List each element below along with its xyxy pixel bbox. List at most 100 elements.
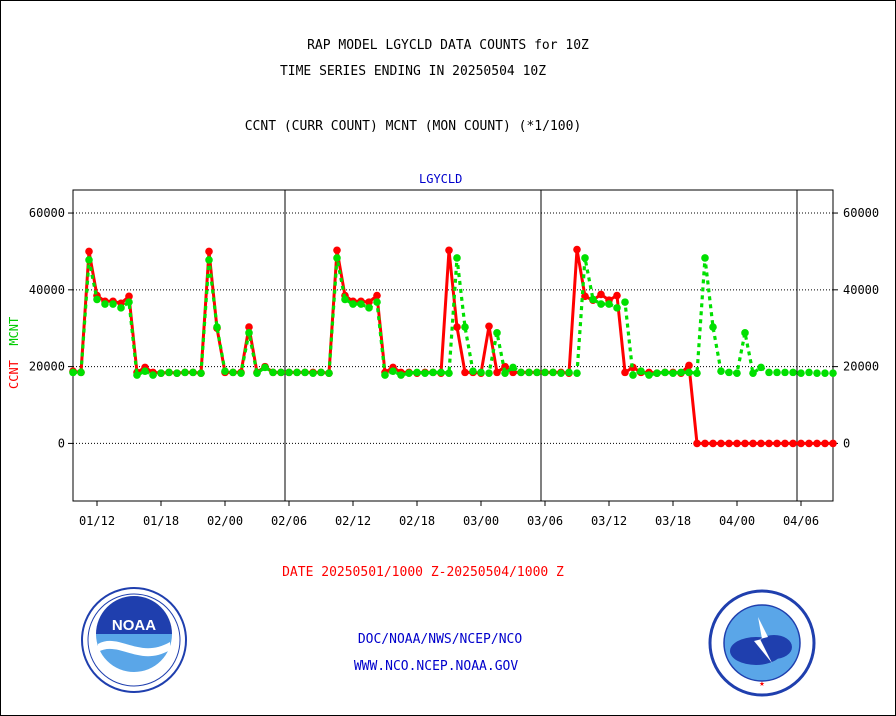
data-point-ccnt (765, 439, 773, 448)
data-point-ccnt (205, 247, 213, 256)
data-point-mcnt (813, 369, 821, 377)
data-point-mcnt (237, 369, 245, 377)
data-point-mcnt (69, 368, 77, 377)
data-point-mcnt (749, 369, 757, 377)
data-point-mcnt (797, 369, 805, 377)
x-tick-label: 02/12 (335, 514, 371, 528)
y-tick-label: 0 (58, 436, 65, 450)
x-tick-label: 02/00 (207, 514, 243, 528)
data-point-mcnt (677, 368, 685, 377)
data-point-mcnt (149, 371, 157, 379)
data-point-mcnt (245, 329, 253, 337)
data-point-mcnt (477, 368, 485, 377)
data-point-ccnt (781, 439, 789, 448)
data-point-mcnt (429, 368, 437, 377)
data-point-mcnt (709, 323, 717, 331)
data-point-ccnt (85, 247, 93, 256)
data-point-mcnt (717, 367, 725, 376)
data-point-ccnt (733, 439, 741, 448)
data-point-mcnt (597, 300, 605, 308)
data-point-mcnt (629, 371, 637, 379)
data-point-mcnt (445, 369, 453, 377)
data-point-ccnt (245, 323, 253, 331)
data-point-mcnt (205, 256, 213, 264)
data-point-mcnt (589, 295, 597, 304)
data-point-mcnt (189, 368, 197, 377)
doc-link[interactable]: DOC/NOAA/NWS/NCEP/NCO (357, 632, 523, 647)
data-point-mcnt (565, 368, 573, 377)
x-tick-label: 04/00 (719, 514, 755, 528)
date-range-label: DATE 20250501/1000 Z-20250504/1000 Z (282, 565, 564, 580)
data-point-mcnt (557, 369, 565, 377)
data-point-mcnt (405, 369, 413, 377)
data-point-mcnt (821, 369, 829, 377)
series-line-ccnt (72, 248, 833, 445)
data-point-mcnt (109, 300, 117, 308)
data-point-mcnt (381, 371, 389, 379)
data-point-mcnt (549, 368, 557, 377)
data-point-mcnt (437, 368, 445, 377)
y-tick-label: 20000 (29, 360, 65, 374)
data-point-mcnt (389, 367, 397, 376)
data-point-mcnt (277, 368, 285, 377)
data-point-mcnt (517, 368, 525, 377)
data-point-mcnt (197, 369, 205, 377)
data-point-mcnt (453, 254, 461, 262)
y-tick-label-right: 40000 (843, 283, 879, 297)
data-point-mcnt (653, 369, 661, 377)
data-point-mcnt (181, 368, 189, 377)
data-point-ccnt (333, 246, 341, 255)
data-point-mcnt (269, 368, 277, 377)
data-point-mcnt (421, 369, 429, 377)
data-point-mcnt (645, 371, 653, 379)
data-point-mcnt (157, 369, 165, 377)
data-point-mcnt (725, 368, 733, 377)
data-point-ccnt (717, 439, 725, 448)
data-point-ccnt (445, 246, 453, 255)
data-point-mcnt (141, 367, 149, 376)
data-point-mcnt (229, 368, 237, 377)
y-tick-label-right: 20000 (843, 360, 879, 374)
data-point-mcnt (773, 368, 781, 377)
data-point-ccnt (797, 439, 805, 448)
website-link[interactable]: WWW.NCO.NCEP.NOAA.GOV (353, 659, 519, 674)
data-point-mcnt (333, 254, 341, 262)
data-point-ccnt (773, 439, 781, 448)
data-point-mcnt (77, 368, 85, 377)
data-point-mcnt (661, 368, 669, 377)
data-point-mcnt (117, 304, 125, 312)
data-point-mcnt (285, 368, 293, 377)
data-point-ccnt (813, 439, 821, 448)
data-point-ccnt (701, 439, 709, 448)
y-tick-label: 40000 (29, 283, 65, 297)
data-point-mcnt (469, 367, 477, 376)
plot-area (72, 189, 834, 502)
data-point-mcnt (757, 363, 765, 372)
x-tick-label: 04/06 (783, 514, 819, 528)
data-point-ccnt (725, 439, 733, 448)
data-point-ccnt (365, 298, 373, 306)
data-point-mcnt (125, 298, 133, 306)
data-point-ccnt (741, 439, 749, 448)
data-point-mcnt (741, 329, 749, 337)
data-point-mcnt (533, 368, 541, 377)
data-point-mcnt (253, 369, 261, 377)
data-point-mcnt (261, 363, 269, 372)
data-point-mcnt (85, 256, 93, 264)
data-point-ccnt (613, 291, 621, 300)
data-point-ccnt (805, 439, 813, 448)
data-point-mcnt (461, 323, 469, 331)
data-point-mcnt (685, 368, 693, 377)
data-point-ccnt (621, 368, 629, 377)
data-point-ccnt (485, 322, 493, 331)
data-point-mcnt (309, 369, 317, 377)
data-point-ccnt (709, 439, 717, 448)
chart-subtitle: CCNT (CURR COUNT) MCNT (MON COUNT) (*1/1… (244, 119, 582, 134)
x-tick-label: 03/12 (591, 514, 627, 528)
data-point-mcnt (613, 304, 621, 312)
data-point-ccnt (789, 439, 797, 448)
data-point-mcnt (173, 369, 181, 377)
data-point-mcnt (573, 369, 581, 377)
x-tick-label: 03/00 (463, 514, 499, 528)
